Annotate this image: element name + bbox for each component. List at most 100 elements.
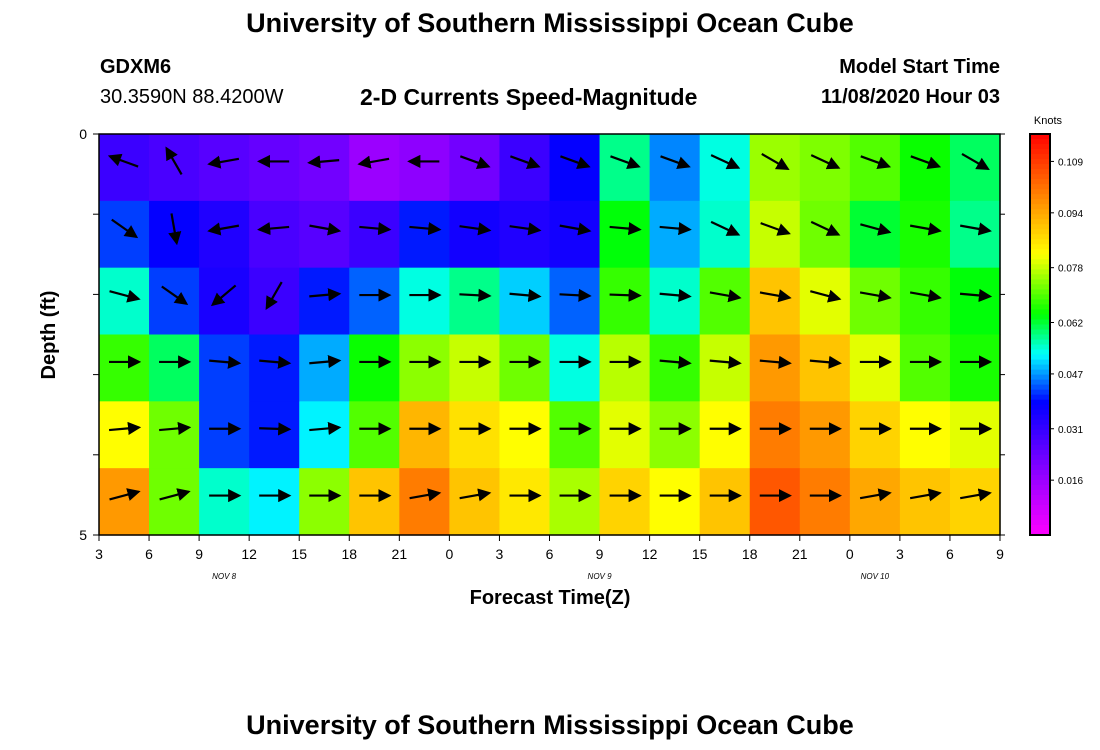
current-vector-arrow [761,152,790,171]
heatmap-cell [799,267,851,336]
current-vector-arrow [909,289,942,303]
current-vector-arrow [109,488,141,501]
colorbar-segment [1030,159,1050,165]
current-vector-arrow [560,155,591,169]
colorbar-segment [1030,154,1050,160]
heatmap-cell [99,468,150,536]
heatmap-cell [549,200,601,269]
colorbar-tick-label: 0.062 [1058,319,1083,330]
colorbar-segment [1030,459,1050,466]
heatmap-cell [349,334,400,402]
colorbar-segment [1030,469,1050,476]
colorbar-segment [1030,494,1050,501]
heatmap-cell [399,334,450,402]
heatmap-cell [649,200,701,269]
colorbar-segment [1030,174,1050,180]
heatmap-cell [449,134,501,202]
colorbar-segment [1030,314,1050,321]
heatmap-cell [499,468,551,536]
heatmap-cell [499,134,551,202]
chart-subtitle: 2-D Currents Speed-Magnitude [360,84,698,110]
x-tick-label: 9 [596,546,604,562]
heatmap-cell [249,267,300,336]
heatmap-cell [949,134,1001,202]
colorbar-tick-label: 0.016 [1058,476,1083,487]
colorbar-segment [1030,194,1050,200]
colorbar-segment [1030,489,1050,496]
x-tick-label: 15 [291,546,307,562]
colorbar-segment [1030,144,1050,150]
colorbar-segment [1030,439,1050,446]
current-vector-arrow [309,222,342,236]
heatmap-cell [699,200,751,269]
colorbar-unit-label: Knots [1034,115,1063,127]
footer-title: University of Southern Mississippi Ocean… [246,710,854,740]
heatmap-cell [549,134,601,202]
colorbar-segment [1030,339,1050,346]
current-vector-arrow [960,488,992,502]
heatmap-cell [499,334,551,402]
heatmap-cell [249,401,300,469]
colorbar-segment [1030,219,1050,225]
colorbar-tick-label: 0.031 [1058,425,1083,436]
colorbar-segment [1030,199,1050,205]
current-vector-arrow [509,288,542,303]
colorbar: 0.016 0.031 0.047 0.062 0.078 0.094 0.109 [1029,133,1083,536]
colorbar-segment [1030,529,1050,536]
colorbar-segment [1030,249,1050,255]
heatmap-cell [799,468,851,536]
x-tick-label: 21 [792,546,808,562]
current-vector-arrow [107,153,139,168]
colorbar-segment [1030,359,1050,366]
heatmap-cell [899,200,951,269]
current-vector-arrow [459,155,491,169]
heatmap-cell [349,401,400,469]
current-vector-arrow [307,155,340,169]
current-vector-arrow [109,289,141,303]
heatmap-cell [299,401,350,469]
heatmap-cell [749,334,801,402]
colorbar-tick-label: 0.078 [1058,264,1083,275]
colorbar-segment [1030,524,1050,531]
current-vector-arrow [859,488,892,502]
heatmap-cell [899,334,951,402]
current-vector-arrow [960,222,992,236]
heatmap-cell [499,200,551,269]
current-vector-arrow [207,155,240,169]
colorbar-segment [1030,164,1050,170]
current-vector-arrow [359,222,392,236]
heatmap-cell [949,334,1001,402]
current-vector-arrow [810,289,842,303]
x-tick-label: 15 [692,546,708,562]
current-vector-arrow [108,421,142,435]
colorbar-segment [1030,184,1050,190]
colorbar-segment [1030,234,1050,240]
station-location: 30.3590N 88.4200W [100,86,284,108]
colorbar-tick-label: 0.094 [1058,209,1083,220]
heatmap-cell [399,200,450,269]
colorbar-segment [1030,444,1050,451]
heatmap-cell [649,267,701,336]
heatmap-cell [199,468,250,536]
heatmap-cell [899,267,951,336]
heatmap-cell [99,401,150,469]
colorbar-segment [1030,209,1050,215]
date-label: NOV 8 [212,572,237,581]
heatmap-cell [399,134,450,202]
model-start-value: 11/08/2020 Hour 03 [820,86,1000,108]
heatmap-cell [99,267,150,336]
current-vector-arrow [860,155,892,169]
heatmap-cell [99,200,150,269]
heatmap-cell [849,334,901,402]
heatmap-cell [499,267,551,336]
current-vector-arrow [209,355,242,369]
heatmap-cell [149,134,200,202]
heatmap-cell [299,267,350,336]
page-title: University of Southern Mississippi Ocean… [246,8,854,38]
heatmap-cell [299,134,350,202]
x-tick-label: 6 [946,546,954,562]
heatmap-cell [899,468,951,536]
y-tick-label: 0 [79,126,87,142]
heatmap-cell [599,401,651,469]
colorbar-segment [1030,134,1050,140]
